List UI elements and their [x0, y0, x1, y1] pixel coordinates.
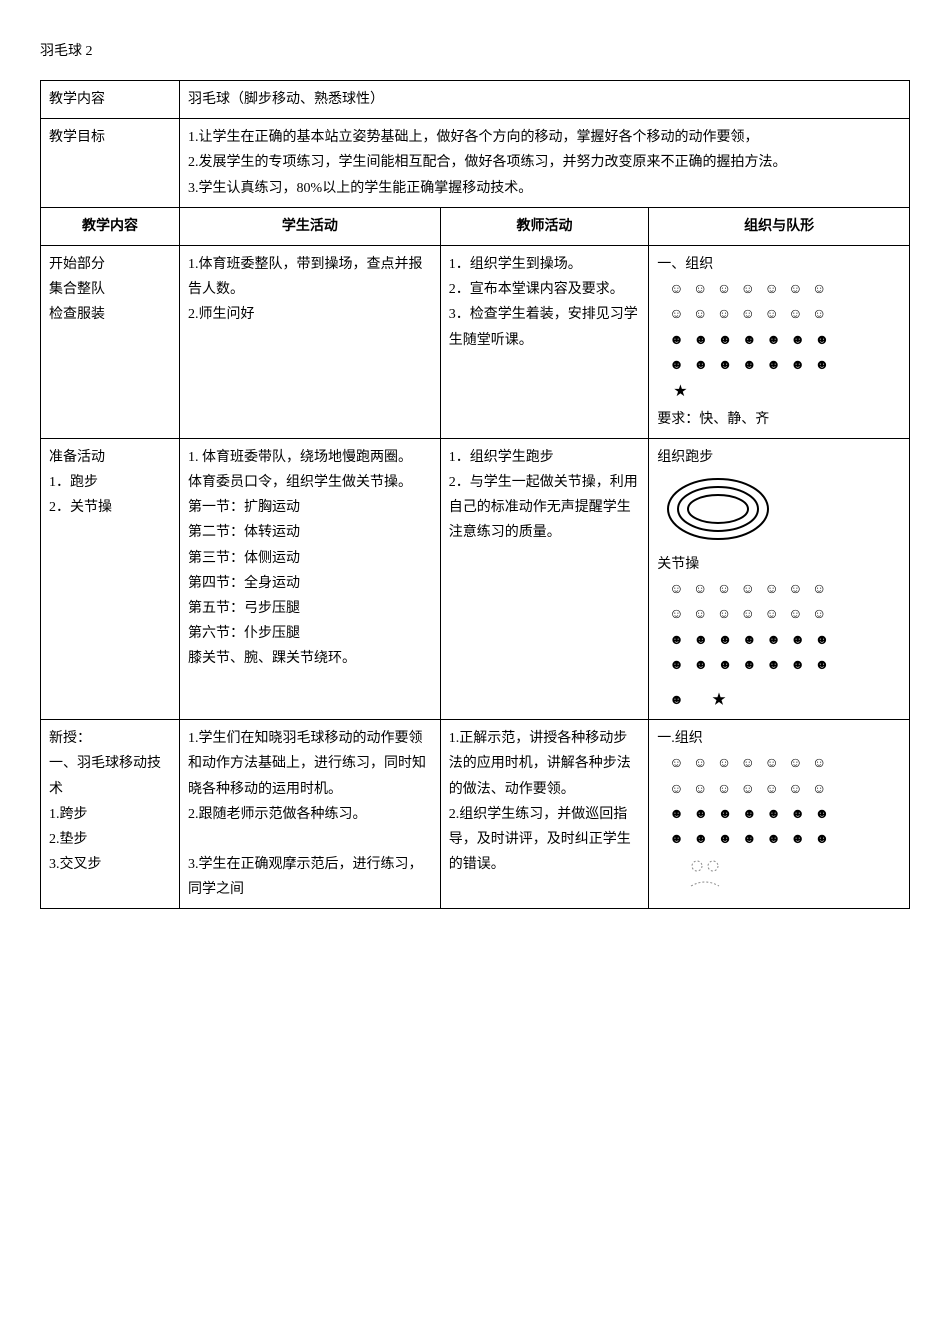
section-col-teacher: 1．组织学生到操场。2．宣布本堂课内容及要求。3．检查学生着装，安排见习学生随堂…	[440, 245, 649, 438]
section-col-content-label: 新授：一、羽毛球移动技术1.跨步2.垫步3.交叉步	[41, 720, 180, 909]
column-header: 组织与队形	[649, 207, 910, 245]
lesson-plan-table: 教学内容羽毛球（脚步移动、熟悉球性）教学目标1.让学生在正确的基本站立姿势基础上…	[40, 80, 910, 909]
formation-row: ☻ ☻ ☻ ☻ ☻ ☻ ☻	[669, 658, 832, 673]
page-title: 羽毛球 2	[40, 40, 910, 60]
section-row: 准备活动1．跑步2．关节操1. 体育班委带队，绕场地慢跑两圈。体育委员口令，组织…	[41, 438, 910, 719]
formation-row: ☺ ☺ ☺ ☺ ☺ ☺ ☺	[669, 307, 829, 322]
column-header: 学生活动	[180, 207, 441, 245]
formation-row: ☻ ☻ ☻ ☻ ☻ ☻ ☻	[669, 358, 832, 373]
teacher-icon	[685, 856, 725, 892]
formation-row: ☺ ☺ ☺ ☺ ☺ ☺ ☺	[669, 582, 829, 597]
formation-title: 一、组织	[657, 252, 901, 277]
header-row: 教学目标1.让学生在正确的基本站立姿势基础上，做好各个方向的移动，掌握好各个移动…	[41, 119, 910, 208]
section-col-content-label: 准备活动1．跑步2．关节操	[41, 438, 180, 719]
column-header-row: 教学内容学生活动教师活动组织与队形	[41, 207, 910, 245]
formation-title: 关节操	[657, 552, 901, 577]
track-icon	[663, 474, 773, 544]
section-col-formation: 组织跑步 关节操 ☺ ☺ ☺ ☺ ☺ ☺ ☺ ☺ ☺ ☺ ☺ ☺ ☺ ☺ ☻ ☻ ☻ …	[649, 438, 910, 719]
section-col-student: 1.学生们在知晓羽毛球移动的动作要领和动作方法基础上，进行练习，同时知晓各种移动…	[180, 720, 441, 909]
section-row: 新授：一、羽毛球移动技术1.跨步2.垫步3.交叉步1.学生们在知晓羽毛球移动的动…	[41, 720, 910, 909]
formation-row: ☺ ☺ ☺ ☺ ☺ ☺ ☺	[669, 282, 829, 297]
formation-row: ☻ ☻ ☻ ☻ ☻ ☻ ☻	[669, 832, 832, 847]
formation-row: ☻ ☻ ☻ ☻ ☻ ☻ ☻	[669, 333, 832, 348]
formation-bottom: ☻ ★	[657, 688, 901, 713]
header-row-label: 教学目标	[41, 119, 180, 208]
formation-requirement: 要求：快、静、齐	[657, 407, 901, 432]
header-row-content: 1.让学生在正确的基本站立姿势基础上，做好各个方向的移动，掌握好各个移动的动作要…	[180, 119, 910, 208]
section-col-student: 1. 体育班委带队，绕场地慢跑两圈。体育委员口令，组织学生做关节操。第一节：扩胸…	[180, 438, 441, 719]
star-icon: ★	[673, 378, 687, 407]
section-col-student: 1.体育班委整队，带到操场，查点并报告人数。2.师生问好	[180, 245, 441, 438]
header-row-label: 教学内容	[41, 81, 180, 119]
formation-row: ☻ ☻ ☻ ☻ ☻ ☻ ☻	[669, 807, 832, 822]
section-col-teacher: 1.正解示范，讲授各种移动步法的应用时机，讲解各种步法的做法、动作要领。2.组织…	[440, 720, 649, 909]
section-col-content-label: 开始部分集合整队检查服装	[41, 245, 180, 438]
formation-row: ☺ ☺ ☺ ☺ ☺ ☺ ☺	[669, 782, 829, 797]
section-col-formation: 一、组织 ☺ ☺ ☺ ☺ ☺ ☺ ☺ ☺ ☺ ☺ ☺ ☺ ☺ ☺ ☻ ☻ ☻ ☻ ☻ …	[649, 245, 910, 438]
section-col-formation: 一.组织 ☺ ☺ ☺ ☺ ☺ ☺ ☺ ☺ ☺ ☺ ☺ ☺ ☺ ☺ ☻ ☻ ☻ ☻ ☻ …	[649, 720, 910, 909]
header-row: 教学内容羽毛球（脚步移动、熟悉球性）	[41, 81, 910, 119]
formation-row: ☺ ☺ ☺ ☺ ☺ ☺ ☺	[669, 756, 829, 771]
column-header: 教师活动	[440, 207, 649, 245]
column-header: 教学内容	[41, 207, 180, 245]
section-row: 开始部分集合整队检查服装1.体育班委整队，带到操场，查点并报告人数。2.师生问好…	[41, 245, 910, 438]
formation-title: 组织跑步	[657, 445, 901, 470]
section-col-teacher: 1．组织学生跑步2．与学生一起做关节操，利用自己的标准动作无声提醒学生注意练习的…	[440, 438, 649, 719]
formation-title: 一.组织	[657, 726, 901, 751]
formation-row: ☺ ☺ ☺ ☺ ☺ ☺ ☺	[669, 607, 829, 622]
formation-row: ☻ ☻ ☻ ☻ ☻ ☻ ☻	[669, 633, 832, 648]
header-row-content: 羽毛球（脚步移动、熟悉球性）	[180, 81, 910, 119]
